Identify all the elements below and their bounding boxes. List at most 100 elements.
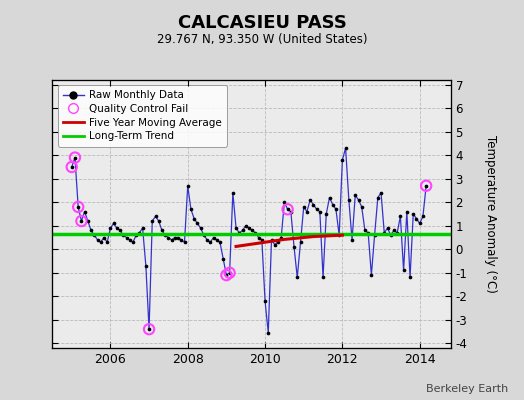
Point <box>158 227 166 234</box>
Point <box>68 164 76 170</box>
Point <box>200 232 208 238</box>
Legend: Raw Monthly Data, Quality Control Fail, Five Year Moving Average, Long-Term Tren: Raw Monthly Data, Quality Control Fail, … <box>58 85 227 146</box>
Text: Berkeley Earth: Berkeley Earth <box>426 384 508 394</box>
Text: CALCASIEU PASS: CALCASIEU PASS <box>178 14 346 32</box>
Point <box>145 326 153 332</box>
Point <box>287 208 295 215</box>
Point <box>132 232 140 238</box>
Point <box>277 234 286 241</box>
Point <box>267 237 276 243</box>
Point <box>183 182 192 189</box>
Point <box>293 274 301 281</box>
Point <box>190 216 199 222</box>
Point <box>222 272 231 278</box>
Point <box>242 222 250 229</box>
Point <box>396 213 405 220</box>
Point <box>209 234 217 241</box>
Point <box>228 190 237 196</box>
Point <box>126 237 134 243</box>
Point <box>68 164 76 170</box>
Point <box>422 182 430 189</box>
Point <box>312 206 321 212</box>
Point <box>138 225 147 231</box>
Point <box>384 225 392 231</box>
Point <box>329 201 337 208</box>
Point <box>174 234 182 241</box>
Y-axis label: Temperature Anomaly (°C): Temperature Anomaly (°C) <box>484 135 497 293</box>
Point <box>96 239 105 246</box>
Point <box>122 234 130 241</box>
Point <box>390 227 398 234</box>
Point <box>155 218 163 224</box>
Point <box>357 204 366 210</box>
Point <box>264 330 272 336</box>
Point <box>135 230 144 236</box>
Point <box>206 239 214 246</box>
Point <box>261 298 269 304</box>
Point <box>110 220 118 227</box>
Point <box>151 213 160 220</box>
Point <box>77 218 85 224</box>
Point <box>361 227 369 234</box>
Point <box>106 225 115 231</box>
Point <box>387 232 395 238</box>
Point <box>193 220 202 227</box>
Point <box>103 239 112 246</box>
Point <box>129 239 137 246</box>
Point <box>338 157 346 163</box>
Point <box>322 211 331 217</box>
Point <box>345 197 353 203</box>
Point <box>402 208 411 215</box>
Point <box>141 262 150 269</box>
Point <box>274 239 282 246</box>
Point <box>74 204 82 210</box>
Point <box>283 206 292 212</box>
Point <box>219 256 227 262</box>
Point <box>306 197 314 203</box>
Point <box>419 213 427 220</box>
Point <box>399 267 408 274</box>
Point <box>335 232 343 238</box>
Point <box>87 227 95 234</box>
Point <box>116 227 124 234</box>
Point <box>280 199 289 206</box>
Point <box>80 208 89 215</box>
Point <box>196 225 205 231</box>
Point <box>100 234 108 241</box>
Point <box>180 239 189 246</box>
Point <box>296 239 304 246</box>
Point <box>90 232 99 238</box>
Point <box>342 145 350 151</box>
Point <box>216 239 224 246</box>
Point <box>74 204 82 210</box>
Point <box>119 232 127 238</box>
Point <box>255 234 263 241</box>
Point <box>225 270 234 276</box>
Point <box>222 272 231 278</box>
Point <box>71 154 79 161</box>
Point <box>251 230 259 236</box>
Point <box>380 230 388 236</box>
Point <box>374 194 382 201</box>
Point <box>232 225 240 231</box>
Point <box>290 244 298 250</box>
Point <box>422 182 430 189</box>
Point <box>148 218 157 224</box>
Point <box>93 237 102 243</box>
Point <box>370 232 379 238</box>
Point <box>161 232 169 238</box>
Point <box>113 225 121 231</box>
Point <box>270 241 279 248</box>
Point <box>315 208 324 215</box>
Point <box>203 237 211 243</box>
Point <box>164 234 172 241</box>
Point <box>238 227 247 234</box>
Point <box>351 192 359 198</box>
Point <box>303 208 311 215</box>
Point <box>412 216 421 222</box>
Point <box>393 230 401 236</box>
Point <box>213 237 221 243</box>
Point <box>409 211 418 217</box>
Point <box>171 234 179 241</box>
Point <box>84 218 92 224</box>
